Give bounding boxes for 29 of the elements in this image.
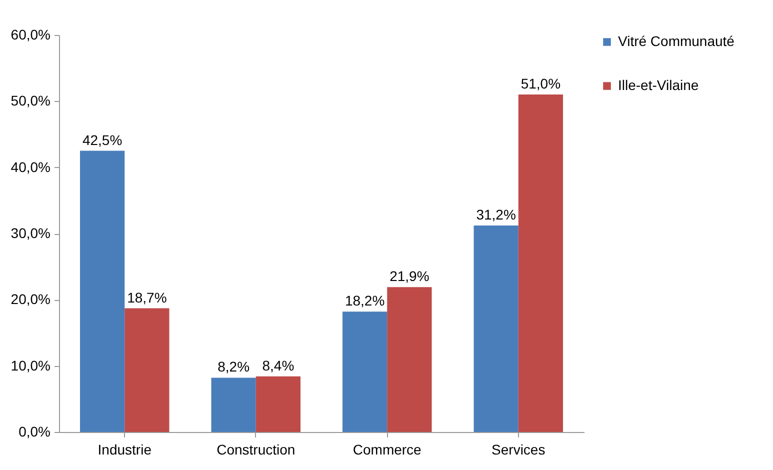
data-label: 8,4%	[262, 357, 294, 374]
y-tick-label: 50,0%	[10, 92, 50, 109]
y-tick-label: 60,0%	[10, 26, 50, 42]
bar	[256, 376, 300, 432]
legend-label: Ille-et-Vilaine	[618, 77, 699, 93]
data-label: 31,2%	[476, 206, 516, 223]
y-tick-label: 40,0%	[10, 158, 50, 175]
legend-label: Vitré Communauté	[618, 33, 735, 49]
x-tick-label: Services	[492, 442, 546, 458]
bar	[342, 312, 388, 432]
data-label: 21,9%	[390, 268, 430, 284]
data-label: 8,2%	[218, 358, 250, 375]
data-label: 42,5%	[82, 132, 122, 148]
bar	[80, 150, 125, 432]
data-label: 18,2%	[344, 292, 385, 309]
bar	[387, 287, 432, 432]
bar	[124, 308, 170, 432]
data-label: 18,7%	[127, 289, 167, 306]
y-tick-label: 20,0%	[10, 291, 50, 308]
y-tick-label: 30,0%	[10, 225, 50, 241]
y-tick-label: 0,0%	[18, 424, 50, 440]
bar	[474, 226, 518, 432]
x-tick-label: Construction	[216, 442, 296, 458]
bar	[518, 94, 563, 432]
y-tick-label: 10,0%	[10, 357, 50, 374]
data-label: 51,0%	[520, 76, 561, 92]
x-tick-label: Industrie	[98, 442, 152, 458]
x-tick-label: Commerce	[352, 442, 422, 458]
bar	[211, 378, 256, 432]
